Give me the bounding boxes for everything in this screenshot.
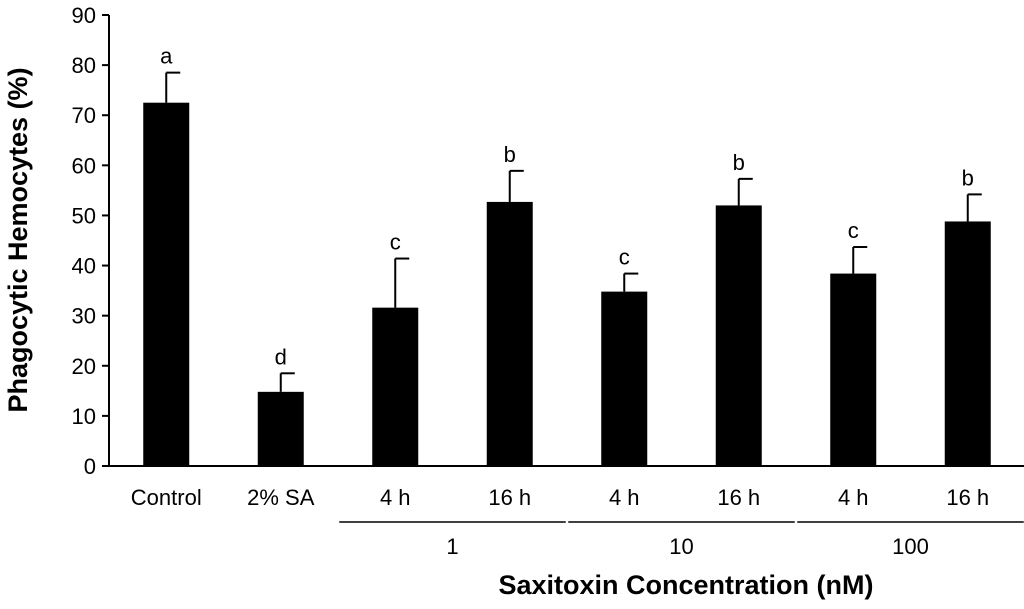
bar bbox=[257, 391, 304, 466]
significance-letter: c bbox=[619, 245, 630, 270]
bar bbox=[486, 201, 533, 467]
y-axis-title: Phagocytic Hemocytes (%) bbox=[3, 67, 33, 412]
significance-letter: d bbox=[275, 344, 287, 369]
significance-letter: c bbox=[848, 218, 859, 243]
significance-letter: c bbox=[390, 230, 401, 255]
bar bbox=[715, 205, 762, 466]
y-tick-label: 0 bbox=[84, 454, 96, 479]
bar bbox=[601, 291, 648, 466]
y-tick-label: 30 bbox=[72, 304, 96, 329]
x-axis-title: Saxitoxin Concentration (nM) bbox=[498, 570, 873, 600]
category-label: Control bbox=[131, 485, 202, 510]
y-tick-label: 10 bbox=[72, 404, 96, 429]
category-label: 16 h bbox=[946, 485, 989, 510]
significance-letter: b bbox=[962, 165, 974, 190]
bars bbox=[143, 71, 991, 467]
group-label: 100 bbox=[892, 534, 929, 559]
y-tick-label: 90 bbox=[72, 3, 96, 28]
category-label: 4 h bbox=[609, 485, 640, 510]
y-tick-label: 50 bbox=[72, 203, 96, 228]
significance-letter: b bbox=[504, 142, 516, 167]
group-label: 1 bbox=[446, 534, 458, 559]
y-tick-label: 40 bbox=[72, 254, 96, 279]
bar bbox=[372, 307, 419, 466]
y-tick-label: 20 bbox=[72, 354, 96, 379]
bar bbox=[944, 221, 991, 466]
y-tick-label: 60 bbox=[72, 153, 96, 178]
category-label: 2% SA bbox=[247, 485, 315, 510]
y-tick-label: 70 bbox=[72, 103, 96, 128]
category-label: 16 h bbox=[488, 485, 531, 510]
bar bbox=[830, 273, 877, 466]
category-label: 4 h bbox=[838, 485, 869, 510]
category-label: 4 h bbox=[380, 485, 411, 510]
significance-letter: a bbox=[160, 44, 173, 69]
y-tick-label: 80 bbox=[72, 53, 96, 78]
labels: a Control d 2% SA c 4 h b 16 h c 4 h b 16 h c 4 h b 16 … bbox=[131, 44, 1024, 559]
axes: 0 10 20 30 40 50 60 70 80 90 bbox=[72, 3, 1024, 479]
significance-letter: b bbox=[733, 150, 745, 175]
category-label: 16 h bbox=[717, 485, 760, 510]
group-label: 10 bbox=[669, 534, 693, 559]
bar bbox=[143, 102, 190, 466]
